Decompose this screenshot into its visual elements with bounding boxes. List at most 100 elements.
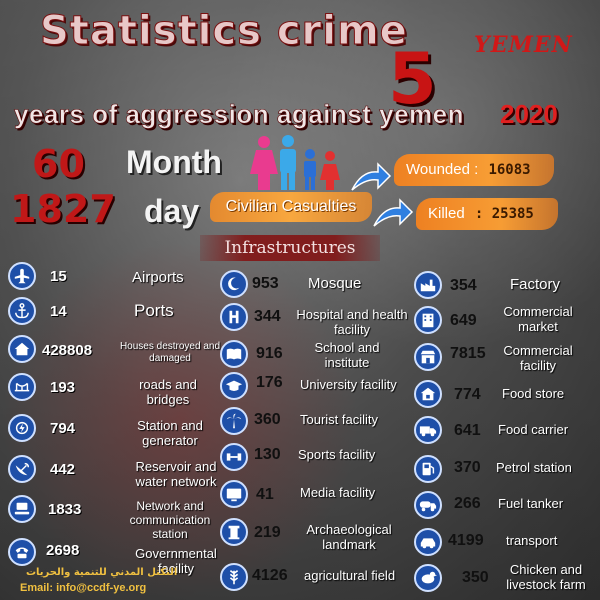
car-icon <box>414 528 442 556</box>
civilian-casualties-label: Civilian Casualties <box>210 192 372 222</box>
killed-box: Killed : 25385 <box>416 198 558 230</box>
item-label: agricultural field <box>304 568 396 583</box>
months-label: Month <box>126 144 222 180</box>
item-value: 219 <box>254 524 281 541</box>
item-value: 916 <box>256 345 283 362</box>
killed-label: Killed <box>428 205 465 222</box>
satellite-dish-icon <box>8 455 36 483</box>
item-label: roads and bridges <box>139 377 197 407</box>
dumbbell-icon <box>220 443 248 471</box>
item-value: 2698 <box>46 542 80 559</box>
infrastructures-label: Infrastructures <box>200 235 380 261</box>
palm-tree-icon <box>220 407 248 435</box>
item-value: 794 <box>50 420 76 437</box>
item-value: 641 <box>454 422 481 439</box>
house-icon <box>8 335 36 363</box>
subtitle: years of aggression against yemen <box>14 99 465 130</box>
item-label: Houses destroyed and damaged <box>119 341 221 364</box>
wounded-value: 16083 <box>488 162 531 178</box>
graduation-cap-icon <box>220 372 248 400</box>
item-value: 350 <box>462 569 489 586</box>
item-label: Mosque <box>308 275 362 292</box>
item-label: University facility <box>300 377 397 392</box>
item-label: School and institute <box>314 340 380 370</box>
page-title: Statistics crime <box>40 8 408 55</box>
item-value: 176 <box>256 374 283 391</box>
item-value: 15 <box>50 268 67 285</box>
item-label: Media facility <box>300 485 376 500</box>
item-value: 14 <box>50 303 67 320</box>
days-value: 1827 <box>10 187 116 231</box>
item-value: 354 <box>450 277 477 294</box>
item-label: Reservoir and water network <box>135 459 217 489</box>
item-label: Airports <box>132 269 184 286</box>
wounded-box: Wounded : 16083 <box>394 154 554 186</box>
item-label: Commercial facility <box>503 343 573 373</box>
organization-name: التكتل المدني للتنمية والحريات <box>26 567 178 578</box>
year: 2020 <box>500 99 558 129</box>
item-label: Food carrier <box>498 422 569 437</box>
item-value: 130 <box>254 446 281 463</box>
item-value: 7815 <box>450 345 486 362</box>
item-value: 41 <box>256 486 274 503</box>
item-label: Fuel tanker <box>498 496 564 511</box>
item-label: Network and communication station <box>129 499 211 541</box>
item-value: 360 <box>254 411 281 428</box>
yemen-logo-text: YEMEN <box>474 32 573 58</box>
generator-icon <box>8 414 36 442</box>
months-value: 60 <box>32 142 85 186</box>
shop-icon <box>414 343 442 371</box>
item-label: transport <box>506 533 558 548</box>
item-value: 442 <box>50 461 76 478</box>
item-label: Archaeological landmark <box>306 522 392 552</box>
item-label: Sports facility <box>298 447 376 462</box>
item-value: 649 <box>450 312 477 329</box>
truck-icon <box>414 416 442 444</box>
family-icon <box>250 135 340 190</box>
store-icon <box>414 380 442 408</box>
item-label: Chicken and livestock farm <box>506 562 586 592</box>
item-value: 4126 <box>252 567 288 584</box>
item-label: Ports <box>134 301 174 320</box>
item-value: 428808 <box>42 342 93 359</box>
item-label: Station and generator <box>137 418 203 448</box>
building-icon <box>414 306 442 334</box>
media-icon <box>220 480 248 508</box>
item-value: 370 <box>454 459 481 476</box>
item-value: 774 <box>454 386 481 403</box>
wounded-label: Wounded : <box>406 161 479 178</box>
phone-icon <box>8 538 36 566</box>
tanker-icon <box>414 491 442 519</box>
landmark-icon <box>220 518 248 546</box>
item-label: Hospital and health facility <box>296 307 408 337</box>
airplane-icon <box>8 262 36 290</box>
five-years-number: 5 <box>388 38 437 120</box>
days-label: day <box>144 193 200 229</box>
item-label: Food store <box>502 386 565 401</box>
item-value: 193 <box>50 379 76 396</box>
arrow-right-icon <box>351 162 392 191</box>
item-value: 266 <box>454 495 481 512</box>
chicken-icon <box>414 564 442 592</box>
item-value: 4199 <box>448 532 484 549</box>
item-value: 953 <box>252 275 279 292</box>
wheat-icon <box>220 563 248 591</box>
killed-value: : 25385 <box>474 206 534 222</box>
contact-email: Email: info@ccdf-ye.org <box>20 582 147 594</box>
bridge-icon <box>8 373 36 401</box>
item-label: Commercial market <box>503 304 573 334</box>
network-icon <box>8 495 36 523</box>
hospital-icon <box>220 303 248 331</box>
item-label: Petrol station <box>496 460 572 475</box>
item-value: 1833 <box>48 501 82 518</box>
crescent-icon <box>220 270 248 298</box>
anchor-icon <box>8 297 36 325</box>
arrow-right-icon <box>373 198 414 227</box>
item-label: Governmental facility <box>135 546 217 576</box>
fuel-pump-icon <box>414 455 442 483</box>
item-label: Tourist facility <box>300 412 379 427</box>
item-label: Factory <box>510 276 561 293</box>
item-value: 344 <box>254 308 281 325</box>
factory-icon <box>414 271 442 299</box>
